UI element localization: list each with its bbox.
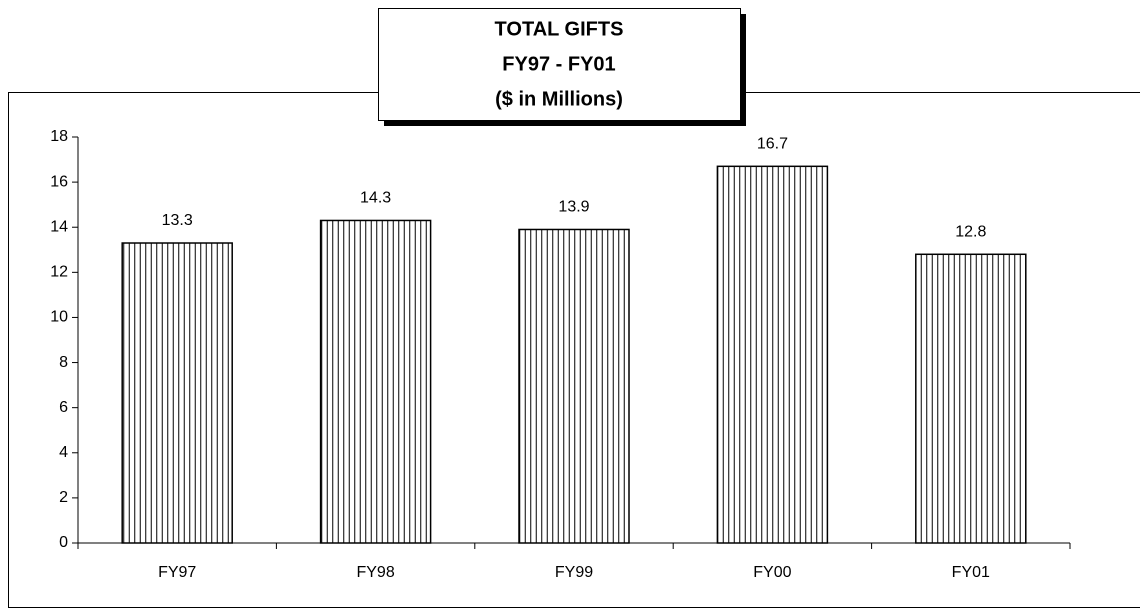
y-tick-label: 12 <box>50 264 68 281</box>
y-tick-label: 18 <box>50 128 68 145</box>
y-tick-label: 16 <box>50 173 68 190</box>
x-tick-label: FY98 <box>356 564 394 581</box>
x-tick-label: FY99 <box>555 564 593 581</box>
bar <box>518 228 630 544</box>
x-tick-label: FY97 <box>158 564 196 581</box>
data-label: 14.3 <box>360 190 391 207</box>
x-tick-label: FY00 <box>753 564 791 581</box>
y-tick-label: 0 <box>59 534 68 551</box>
title-box <box>378 8 741 121</box>
bar <box>716 165 829 544</box>
y-tick-label: 6 <box>59 399 68 416</box>
bar <box>121 242 233 544</box>
y-tick-label: 8 <box>59 354 68 371</box>
y-tick-label: 10 <box>50 309 68 326</box>
data-label: 13.3 <box>162 212 193 229</box>
chart-title: ($ in Millions) <box>495 88 623 110</box>
data-label: 16.7 <box>757 136 788 153</box>
y-tick-label: 2 <box>59 489 68 506</box>
chart-title: FY97 - FY01 <box>502 53 615 75</box>
y-tick-label: 14 <box>50 218 68 235</box>
y-tick-label: 4 <box>59 444 68 461</box>
x-tick-label: FY01 <box>952 564 990 581</box>
chart-title: TOTAL GIFTS <box>495 18 624 40</box>
data-label: 13.9 <box>558 199 589 216</box>
data-label: 12.8 <box>955 224 986 241</box>
bar <box>319 219 432 544</box>
bar <box>915 253 1027 544</box>
